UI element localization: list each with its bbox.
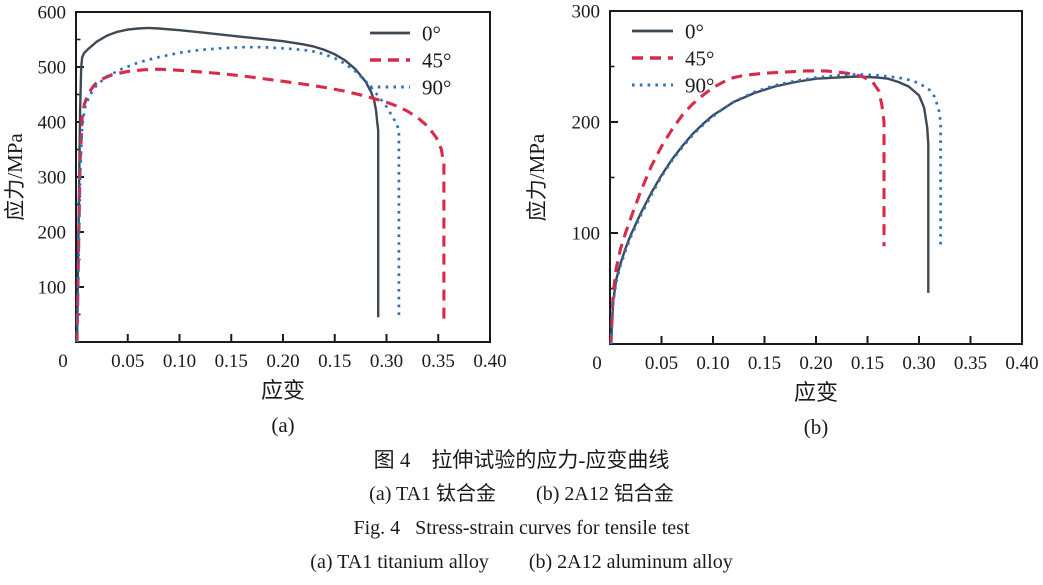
chart-2a12-aluminum: 100 200 300 0 0.05 0.10 0.15 0.20 0.15 0.30 0.35 0.…: [525, 2, 1039, 440]
figure-caption: 图 4 拉伸试验的应力-应变曲线 (a) TA1 钛合金 (b) 2A12 铝合…: [0, 443, 1043, 579]
x-tick-label: 0.15: [215, 351, 248, 372]
curve-0deg: [75, 26, 380, 343]
x-tick-label: 0.35: [954, 353, 987, 374]
x-axis-label: 应变: [261, 378, 305, 403]
legend-label-90deg: 90°: [422, 76, 451, 100]
y-tick-label: 400: [38, 113, 67, 134]
x-tick-label: 0.05: [645, 353, 678, 374]
x-tick-label: 0.10: [696, 353, 729, 374]
subplot-label: (b): [804, 415, 829, 439]
legend-label-45deg: 45°: [685, 47, 714, 71]
caption-english-subtitle: (a) TA1 titanium alloy (b) 2A12 aluminum…: [310, 551, 733, 573]
x-tick-label: 0.40: [473, 351, 506, 372]
x-tick-label: 0.20: [266, 351, 299, 372]
caption-chinese-title: 图 4 拉伸试验的应力-应变曲线: [373, 448, 670, 472]
y-axis-label: 应力/MPa: [3, 133, 27, 221]
x-tick-label: 0: [58, 351, 68, 372]
x-tick-label: 0.15: [318, 351, 351, 372]
x-tick-label: 0: [592, 353, 602, 374]
x-tick-label: 0.05: [111, 351, 144, 372]
x-axis-label: 应变: [794, 380, 838, 405]
y-tick-label: 100: [38, 278, 67, 299]
y-tick-label: 200: [38, 223, 67, 244]
caption-english-title: Fig. 4 Stress-strain curves for tensile …: [353, 517, 690, 539]
legend-label-0deg: 0°: [685, 20, 704, 44]
y-axis-ticks: 100 200 300: [572, 2, 618, 290]
x-axis-ticks: 0 0.05 0.10 0.15 0.20 0.15 0.30 0.35 0.40: [58, 334, 507, 372]
x-tick-label: 0.15: [748, 353, 781, 374]
y-tick-label: 600: [38, 3, 67, 24]
x-axis-ticks: 0 0.05 0.10 0.15 0.20 0.15 0.30 0.35 0.40: [592, 336, 1039, 374]
curve-0deg: [609, 75, 930, 345]
y-axis-ticks: 100 200 300 400 500 600: [38, 3, 84, 316]
y-tick-label: 300: [38, 168, 67, 189]
legend-label-45deg: 45°: [422, 49, 451, 73]
legend-label-90deg: 90°: [685, 74, 714, 98]
curve-90deg: [75, 45, 401, 343]
curve-90deg: [609, 72, 942, 345]
x-tick-label: 0.30: [902, 353, 935, 374]
y-tick-label: 300: [572, 2, 601, 23]
y-tick-label: 100: [572, 224, 601, 245]
x-tick-label: 0.10: [163, 351, 196, 372]
x-tick-label: 0.20: [799, 353, 832, 374]
x-tick-label: 0.30: [370, 351, 403, 372]
x-tick-label: 0.35: [422, 351, 455, 372]
x-tick-label: 0.15: [851, 353, 884, 374]
legend: 0° 45° 90°: [632, 20, 714, 98]
curve-45deg: [609, 69, 886, 345]
x-tick-label: 0.40: [1005, 353, 1038, 374]
legend-label-0deg: 0°: [422, 22, 441, 46]
y-tick-label: 500: [38, 58, 67, 79]
curve-45deg: [75, 67, 446, 343]
plot-frame: [609, 10, 1023, 345]
subplot-label: (a): [271, 413, 294, 437]
y-axis-label: 应力/MPa: [525, 133, 549, 221]
caption-chinese-subtitle: (a) TA1 钛合金 (b) 2A12 铝合金: [369, 483, 674, 505]
legend: 0° 45° 90°: [370, 22, 451, 100]
y-tick-label: 200: [572, 113, 601, 134]
